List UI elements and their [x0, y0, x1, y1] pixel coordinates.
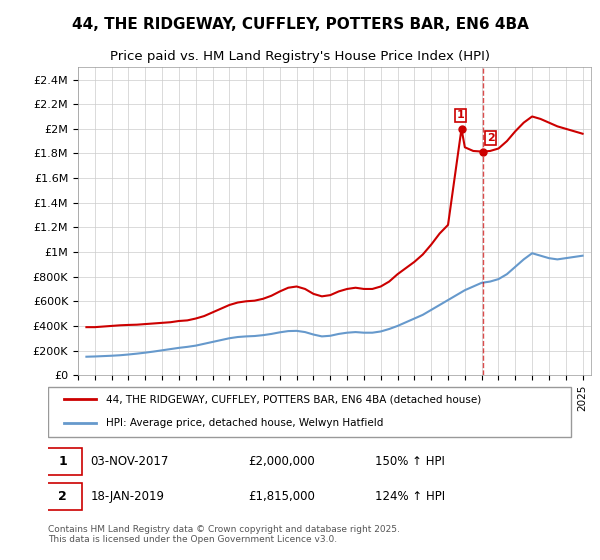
- Text: 18-JAN-2019: 18-JAN-2019: [90, 490, 164, 503]
- Text: 1: 1: [58, 455, 67, 468]
- Text: Price paid vs. HM Land Registry's House Price Index (HPI): Price paid vs. HM Land Registry's House …: [110, 50, 490, 63]
- FancyBboxPatch shape: [43, 448, 82, 474]
- Text: 124% ↑ HPI: 124% ↑ HPI: [376, 490, 445, 503]
- Text: HPI: Average price, detached house, Welwyn Hatfield: HPI: Average price, detached house, Welw…: [106, 418, 383, 428]
- Text: £2,000,000: £2,000,000: [248, 455, 316, 468]
- Text: 44, THE RIDGEWAY, CUFFLEY, POTTERS BAR, EN6 4BA: 44, THE RIDGEWAY, CUFFLEY, POTTERS BAR, …: [71, 17, 529, 32]
- Text: 1: 1: [457, 110, 464, 120]
- Text: 44, THE RIDGEWAY, CUFFLEY, POTTERS BAR, EN6 4BA (detached house): 44, THE RIDGEWAY, CUFFLEY, POTTERS BAR, …: [106, 394, 481, 404]
- Text: 150% ↑ HPI: 150% ↑ HPI: [376, 455, 445, 468]
- Text: £1,815,000: £1,815,000: [248, 490, 316, 503]
- Text: 03-NOV-2017: 03-NOV-2017: [90, 455, 169, 468]
- FancyBboxPatch shape: [48, 387, 571, 437]
- Text: Contains HM Land Registry data © Crown copyright and database right 2025.
This d: Contains HM Land Registry data © Crown c…: [48, 525, 400, 544]
- Text: 2: 2: [487, 133, 495, 143]
- Text: 2: 2: [58, 490, 67, 503]
- FancyBboxPatch shape: [43, 483, 82, 510]
